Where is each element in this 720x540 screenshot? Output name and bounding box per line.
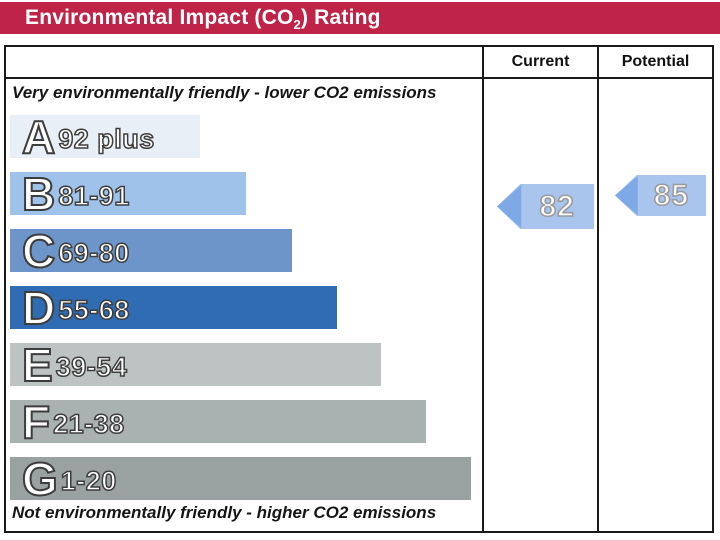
band-letter: G — [21, 452, 59, 505]
rating-band-d: D 55-68 — [10, 281, 337, 334]
rating-band-f: F 21-38 — [10, 395, 426, 448]
band-letter: C — [21, 224, 56, 277]
page-title-text: Environmental Impact (CO — [25, 6, 294, 29]
rating-band-b: B 81-91 — [10, 167, 246, 220]
potential-rating-value: 85 — [653, 178, 690, 213]
band-range: 69-80 — [57, 237, 130, 269]
bottom-annotation: Not environmentally friendly - higher CO… — [12, 503, 437, 522]
band-letter: A — [21, 110, 56, 163]
current-rating-arrow: 82 — [497, 184, 594, 229]
band-range: 1-20 — [60, 465, 117, 497]
band-range: 21-38 — [52, 408, 125, 440]
rating-band-e: E 39-54 — [10, 338, 381, 391]
potential-column-divider — [597, 47, 599, 531]
rating-table: Current Potential Very environmentally f… — [4, 45, 714, 533]
band-range: 81-91 — [57, 180, 130, 212]
current-column-header: Current — [511, 53, 570, 70]
page-title: Environmental Impact (CO2) Rating — [0, 2, 720, 34]
current-rating-column: 82 — [484, 79, 597, 531]
top-annotation: Very environmentally friendly - lower CO… — [12, 83, 437, 102]
rating-band-a: A 92 plus — [10, 110, 200, 163]
co2-subscript: 2 — [293, 17, 301, 33]
band-range: 92 plus — [57, 123, 155, 155]
band-range: 55-68 — [57, 294, 130, 326]
band-range: 39-54 — [55, 351, 128, 383]
current-rating-value: 82 — [539, 189, 575, 224]
band-letter: B — [21, 167, 56, 220]
potential-rating-column: 85 — [599, 79, 712, 531]
band-letter: F — [21, 395, 51, 448]
current-column-divider — [482, 47, 484, 531]
rating-band-c: C 69-80 — [10, 224, 292, 277]
potential-rating-arrow: 85 — [615, 175, 706, 216]
header-divider — [6, 77, 712, 79]
potential-column-header: Potential — [621, 53, 690, 70]
band-letter: D — [21, 281, 56, 334]
band-chart-area: Very environmentally friendly - lower CO… — [6, 79, 482, 531]
band-letter: E — [21, 338, 54, 391]
page-title-suffix: ) Rating — [300, 6, 381, 29]
rating-band-g: G 1-20 — [10, 452, 471, 505]
